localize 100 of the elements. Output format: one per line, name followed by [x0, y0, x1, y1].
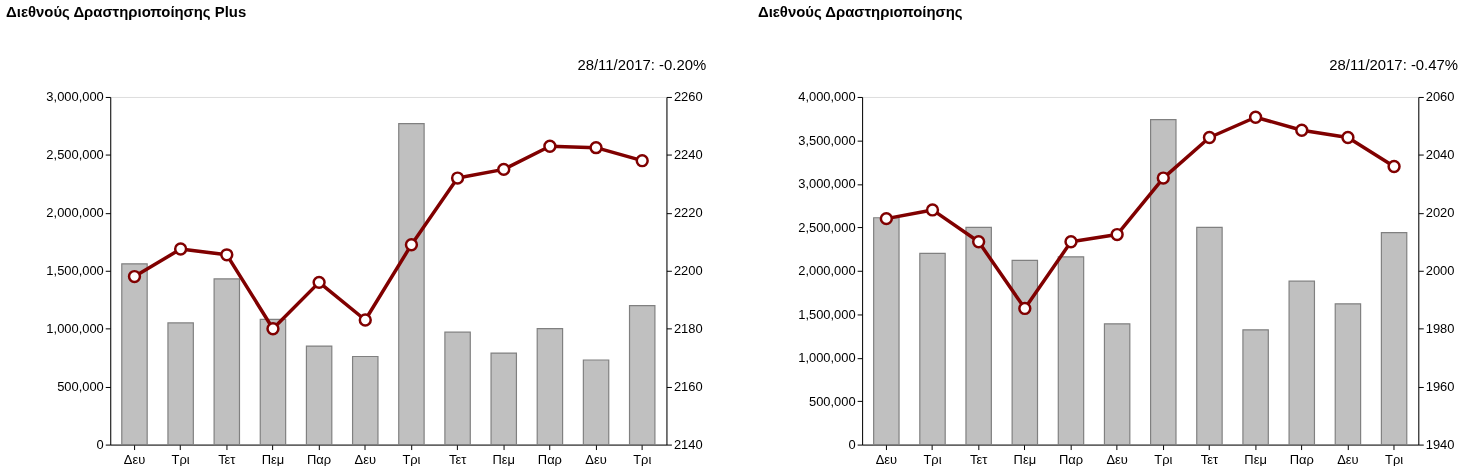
bar	[1057, 256, 1085, 446]
point	[1156, 171, 1170, 185]
y-tick-label: 3,000,000	[46, 89, 104, 105]
x-tick-label: Τρι	[633, 451, 652, 466]
bar	[1150, 118, 1177, 446]
bar	[582, 359, 610, 446]
x-tick-label: Παρ	[537, 451, 562, 466]
point	[173, 242, 188, 256]
x-tick-label: Τρι	[1385, 451, 1404, 466]
x-tick-label: Τρι	[923, 451, 942, 466]
y-tick-label: 2,500,000	[46, 147, 104, 163]
point	[635, 154, 649, 168]
x-tick-label: Δευ	[1337, 451, 1359, 466]
bar	[213, 278, 241, 446]
point	[127, 269, 142, 284]
bar	[1380, 231, 1408, 446]
y2-tick-label: 2000	[1425, 263, 1455, 279]
y2-tick-label: 1980	[1425, 321, 1455, 337]
point	[450, 171, 465, 185]
bar	[873, 217, 900, 446]
point	[358, 313, 372, 327]
y2-tick-label: 2020	[1425, 205, 1455, 221]
text: 28/11/2017: -0.20%	[577, 57, 707, 74]
bar	[167, 322, 194, 446]
y-tick-label: 0	[96, 437, 104, 453]
bar	[1103, 323, 1131, 446]
x-tick-label: Τετ	[970, 451, 988, 466]
x-tick-label: Τρι	[402, 451, 421, 466]
point	[971, 235, 986, 249]
point	[925, 203, 940, 217]
y-tick-label: 500,000	[57, 379, 104, 395]
x-tick-label: Παρ	[1058, 451, 1084, 466]
x-tick-label: Δευ	[875, 451, 898, 466]
x-tick-label: Πεμ	[492, 451, 515, 466]
bar	[1196, 226, 1223, 446]
y2-tick-label: 2040	[1425, 147, 1455, 163]
point	[266, 322, 280, 336]
point	[404, 238, 419, 252]
bar	[398, 123, 425, 446]
y-tick-label: 1,000,000	[798, 350, 856, 366]
y-tick-label: 2,000,000	[46, 205, 104, 221]
bar	[1288, 280, 1316, 446]
x-tick-label: Πεμ	[1013, 451, 1037, 466]
x-tick-label: Τετ	[448, 451, 467, 466]
x-tick-label: Τετ	[1200, 451, 1219, 466]
y-tick-label: 0	[848, 437, 856, 453]
point	[1064, 235, 1078, 249]
point	[1295, 123, 1309, 137]
text: 28/11/2017: -0.47%	[1329, 57, 1459, 74]
y2-tick-label: 1940	[1425, 437, 1455, 453]
y2-tick-label: 2140	[673, 437, 703, 453]
y2-tick-label: 2060	[1425, 89, 1455, 105]
x-tick-label: Δευ	[354, 451, 376, 466]
y2-tick-label: 2240	[673, 147, 703, 163]
point	[1341, 130, 1355, 145]
x-tick-label: Πεμ	[261, 451, 285, 466]
bar	[351, 355, 379, 446]
x-tick-label: Παρ	[1289, 451, 1314, 466]
y2-tick-label: 2180	[673, 321, 703, 337]
point	[220, 248, 234, 262]
y-tick-label: 3,500,000	[798, 132, 856, 148]
bar	[965, 226, 992, 446]
chart-title: Διεθνούς Δραστηριοποίησης Plus	[6, 3, 247, 20]
bar	[1334, 303, 1362, 446]
bar	[1011, 259, 1039, 446]
y-tick-label: 4,000,000	[798, 89, 856, 105]
y-tick-label: 1,000,000	[46, 321, 104, 337]
point	[1110, 227, 1124, 242]
y-tick-label: 2,000,000	[798, 263, 856, 279]
x-tick-label: Πεμ	[1244, 451, 1267, 466]
x-tick-label: Τρι	[1154, 451, 1173, 466]
bar	[490, 352, 518, 446]
point	[879, 211, 894, 226]
bar	[444, 331, 471, 446]
point	[1202, 130, 1217, 145]
point	[589, 140, 603, 155]
x-tick-label: Δευ	[123, 451, 146, 466]
y-tick-label: 1,500,000	[46, 263, 104, 279]
bar	[259, 318, 287, 446]
x-tick-label: Τετ	[218, 451, 236, 466]
point	[497, 162, 511, 177]
y2-tick-label: 2160	[673, 379, 703, 395]
point	[1387, 159, 1401, 174]
y-tick-label: 3,000,000	[798, 176, 856, 192]
chart-title: Διεθνούς Δραστηριοποίησης	[757, 3, 963, 20]
point	[1248, 110, 1263, 124]
x-tick-label: Τρι	[171, 451, 190, 466]
y2-tick-label: 2200	[673, 263, 703, 279]
y-tick-label: 2,500,000	[798, 219, 856, 235]
bar	[919, 252, 946, 446]
point	[312, 275, 326, 290]
y2-tick-label: 2220	[673, 205, 703, 221]
y-tick-label: 1,500,000	[798, 306, 856, 322]
bar	[305, 345, 333, 446]
y2-tick-label: 2260	[673, 89, 703, 105]
y-tick-label: 500,000	[809, 393, 856, 409]
point	[543, 139, 557, 153]
point	[1018, 301, 1032, 316]
bar	[121, 263, 148, 446]
x-tick-label: Παρ	[307, 451, 332, 466]
